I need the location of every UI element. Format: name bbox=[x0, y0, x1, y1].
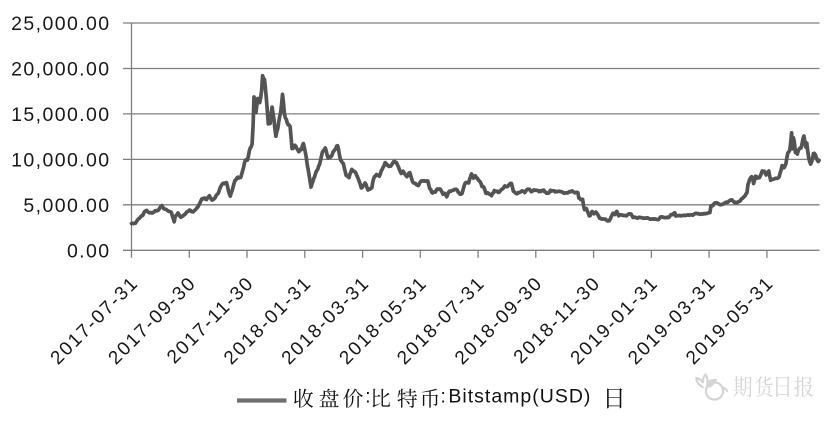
svg-text:15,000.00: 15,000.00 bbox=[11, 104, 110, 126]
svg-text:0.00: 0.00 bbox=[67, 241, 111, 263]
svg-text:10,000.00: 10,000.00 bbox=[11, 150, 110, 172]
svg-text::: : bbox=[365, 387, 370, 408]
svg-text::: : bbox=[441, 387, 446, 408]
svg-text:5,000.00: 5,000.00 bbox=[23, 195, 110, 217]
svg-text:20,000.00: 20,000.00 bbox=[11, 59, 110, 81]
svg-text:Bitstamp(USD): Bitstamp(USD) bbox=[448, 385, 591, 407]
svg-text:25,000.00: 25,000.00 bbox=[11, 13, 110, 35]
